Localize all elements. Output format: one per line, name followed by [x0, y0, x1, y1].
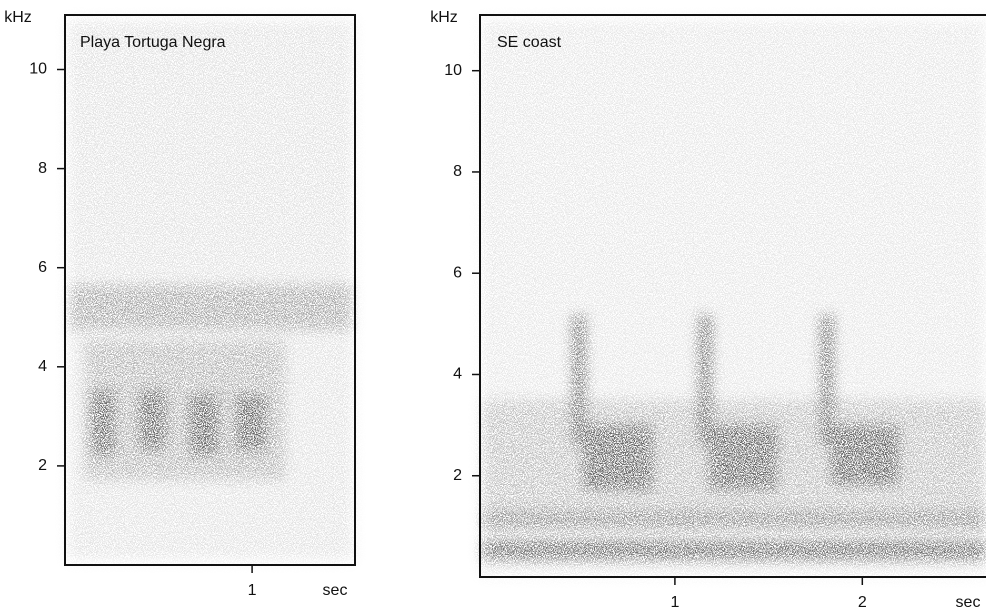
- panel-title: SE coast: [497, 34, 562, 51]
- y-tick-label: 2: [38, 457, 47, 474]
- plot-frame: [64, 14, 356, 566]
- x-tick-label: 1: [670, 594, 679, 611]
- x-axis-label: sec: [956, 594, 981, 611]
- y-tick-label: 8: [38, 160, 47, 177]
- x-tick-label: 1: [248, 582, 257, 599]
- y-axis-label: kHz: [4, 9, 32, 26]
- spectrogram-texture: [68, 20, 986, 575]
- x-tick-label: 2: [858, 594, 867, 611]
- y-tick-label: 6: [38, 259, 47, 276]
- y-tick-label: 2: [453, 467, 462, 484]
- x-axis-label: sec: [323, 582, 348, 599]
- y-axis-label: kHz: [430, 9, 458, 26]
- y-tick-label: 8: [453, 163, 462, 180]
- y-tick-label: 6: [453, 264, 462, 281]
- y-tick-label: 10: [29, 61, 47, 78]
- panel-title: Playa Tortuga Negra: [80, 34, 226, 51]
- y-tick-label: 10: [444, 62, 462, 79]
- y-tick-label: 4: [38, 358, 47, 375]
- y-tick-label: 4: [453, 366, 462, 383]
- plot-frame: [479, 14, 986, 578]
